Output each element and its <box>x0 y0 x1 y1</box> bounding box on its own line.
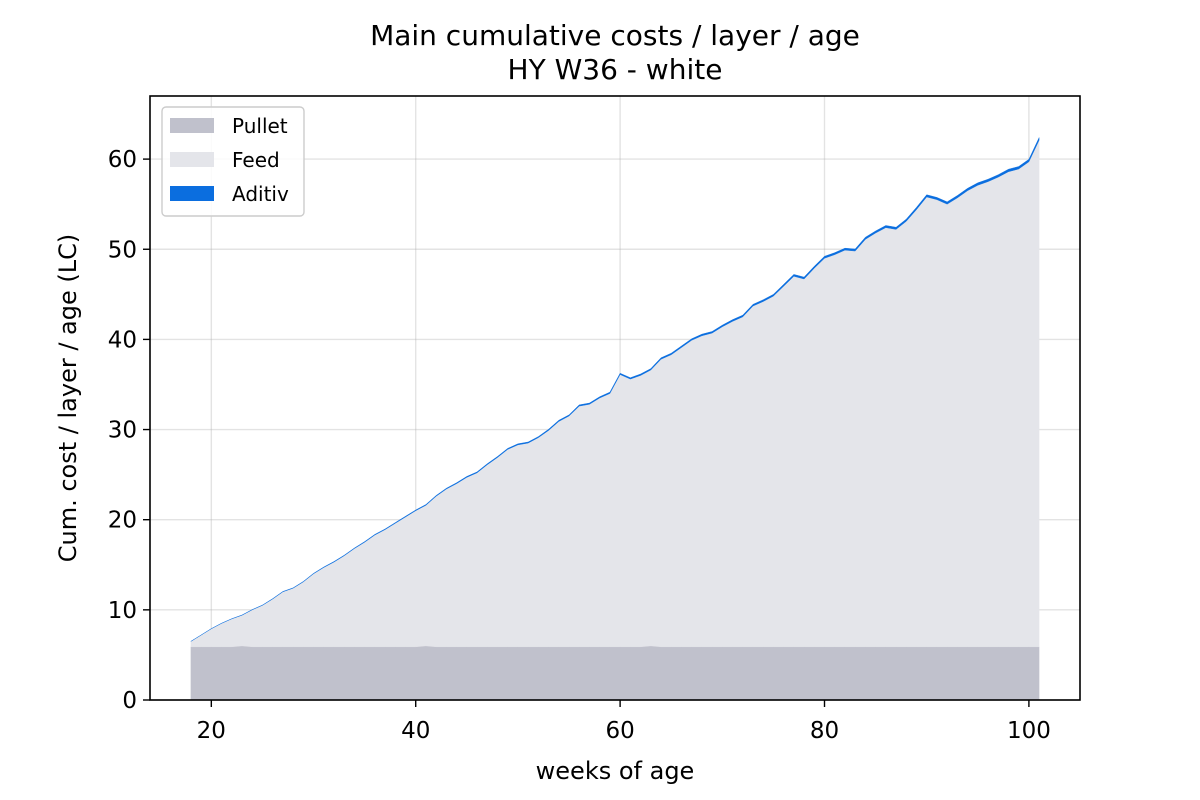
x-tick-label: 20 <box>197 718 226 744</box>
y-tick-label: 20 <box>108 508 137 534</box>
area-aditiv <box>190 137 1040 642</box>
x-tick-label: 40 <box>401 718 430 744</box>
y-tick-label: 30 <box>108 418 137 444</box>
legend-swatch-feed <box>170 152 214 167</box>
legend: Pullet Feed Aditiv <box>161 106 305 217</box>
x-axis-label: weeks of age <box>536 757 695 785</box>
x-tick-label: 60 <box>605 718 634 744</box>
x-tick-label: 80 <box>810 718 839 744</box>
chart-subtitle: HY W36 - white <box>508 53 723 86</box>
y-axis-label: Cum. cost / layer / age (LC) <box>54 234 82 563</box>
legend-swatch-pullet <box>170 118 214 133</box>
legend-label-aditiv: Aditiv <box>232 182 289 206</box>
x-tick-label: 100 <box>1007 718 1051 744</box>
axis-ticks: 20 40 60 80 100 0 10 20 30 40 50 60 <box>108 147 1051 744</box>
plot-areas <box>190 137 1040 701</box>
y-tick-label: 10 <box>108 598 137 624</box>
area-pullet <box>190 645 1040 701</box>
y-tick-label: 40 <box>108 327 137 353</box>
chart-title: Main cumulative costs / layer / age <box>370 19 860 52</box>
y-tick-label: 0 <box>122 688 137 714</box>
y-tick-label: 50 <box>108 237 137 263</box>
legend-swatch-aditiv <box>170 186 214 201</box>
legend-label-feed: Feed <box>232 148 280 172</box>
legend-label-pullet: Pullet <box>232 114 288 138</box>
plot-frame <box>149 95 1081 701</box>
y-tick-label: 60 <box>108 147 137 173</box>
